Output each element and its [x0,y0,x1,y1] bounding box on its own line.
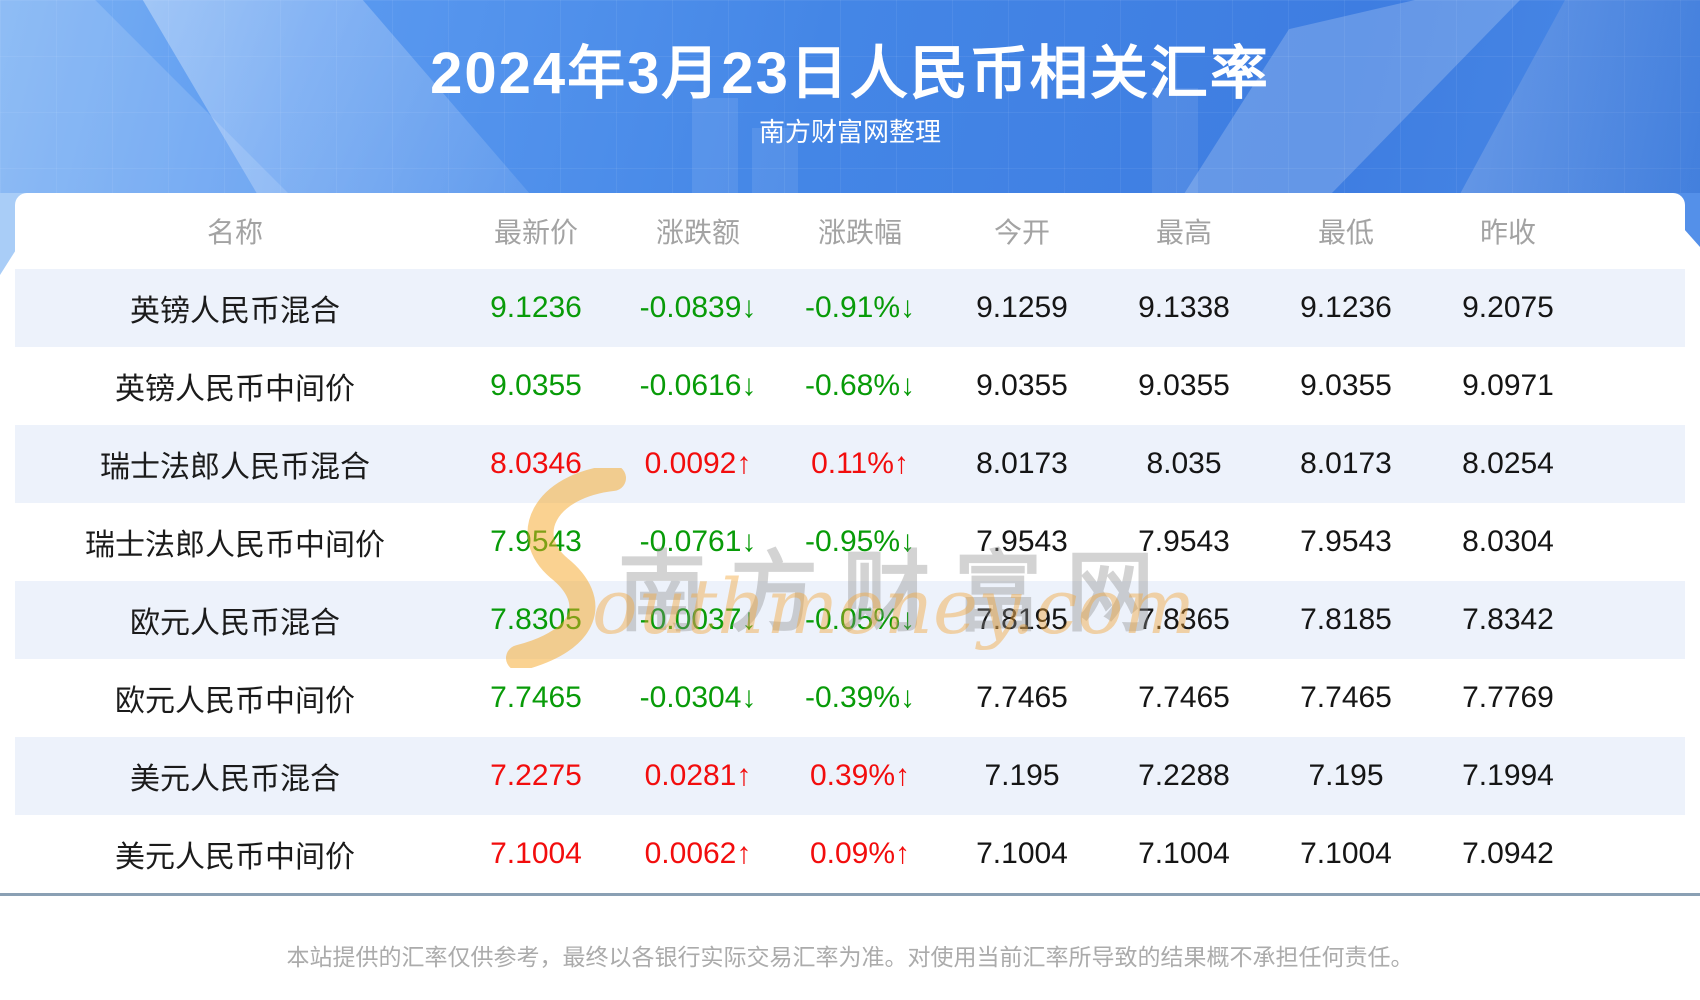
cell-pct: 0.11%↑ [811,447,909,480]
column-header: 最低 [1317,217,1374,248]
cell-high: 8.035 [1146,447,1222,480]
cell-name: 美元人民币混合 [130,763,340,796]
cell-pct: -0.05%↓ [804,603,916,636]
column-header: 今开 [993,217,1050,248]
cell-low: 7.8185 [1300,603,1392,636]
cell-change: 0.0062↑ [644,837,752,870]
cell-low: 7.7465 [1300,681,1392,714]
cell-pct: 0.39%↑ [809,759,911,792]
cell-pct: 0.09%↑ [809,837,911,870]
cell-change: 0.0092↑ [644,447,752,480]
cell-high: 7.1004 [1138,837,1230,870]
cell-open: 9.0355 [976,369,1068,402]
cell-low: 8.0173 [1300,447,1392,480]
cell-name: 美元人民币中间价 [115,841,355,874]
cell-low: 7.9543 [1300,525,1392,558]
cell-prev: 8.0304 [1462,525,1554,558]
cell-prev: 7.8342 [1462,603,1554,636]
column-header: 最新价 [493,217,578,248]
banner-candlestick-bar [752,128,798,194]
cell-open: 7.7465 [976,681,1068,714]
cell-change: -0.0761↓ [639,525,757,558]
column-header: 涨跌额 [655,217,740,248]
page-subtitle: 南方财富网整理 [758,117,941,147]
cell-pct: -0.39%↓ [804,681,916,714]
rates-table-card: 名称 最新价 涨跌额 涨跌幅 今开 最高 最低 昨收 英镑人民币混合 9.1236 -0.0839… [15,193,1685,894]
cell-change: -0.0304↓ [639,681,757,714]
cell-high: 9.0355 [1138,369,1230,402]
cell-name: 瑞士法郎人民币混合 [100,451,370,484]
cell-high: 7.7465 [1138,681,1230,714]
cell-name: 瑞士法郎人民币中间价 [85,529,385,562]
cell-change: 0.0281↑ [644,759,752,792]
cell-prev: 9.0971 [1462,369,1554,402]
cell-pct: -0.95%↓ [804,525,916,558]
cell-open: 7.195 [984,759,1060,792]
cell-last: 9.0355 [490,369,582,402]
cell-last: 7.2275 [490,759,582,792]
footer-divider [0,893,1700,896]
cell-last: 9.1236 [490,291,582,324]
disclaimer-text: 本站提供的汇率仅供参考，最终以各银行实际交易汇率为准。对使用当前汇率所导致的结果… [286,944,1414,970]
cell-name: 欧元人民币混合 [130,607,340,640]
cell-last: 7.8305 [490,603,582,636]
cell-open: 9.1259 [976,291,1068,324]
cell-prev: 7.0942 [1462,837,1554,870]
cell-prev: 9.2075 [1462,291,1554,324]
table-row: 英镑人民币中间价 9.0355 -0.0616↓ -0.68%↓ 9.0355 9.035… [15,347,1685,425]
cell-pct: -0.68%↓ [804,369,916,402]
table-row: 瑞士法郎人民币混合 8.0346 0.0092↑ 0.11%↑ 8.0173 8.035 8… [15,425,1685,503]
table-row: 欧元人民币中间价 7.7465 -0.0304↓ -0.39%↓ 7.7465 7.746… [15,659,1685,737]
column-header: 涨跌幅 [817,217,902,248]
cell-prev: 7.7769 [1462,681,1554,714]
table-row: 英镑人民币混合 9.1236 -0.0839↓ -0.91%↓ 9.1259 9.1338… [15,269,1685,347]
cell-change: -0.0616↓ [639,369,757,402]
table-row: 美元人民币中间价 7.1004 0.0062↑ 0.09%↑ 7.1004 7.1004 7… [15,815,1685,893]
cell-name: 英镑人民币中间价 [115,373,355,406]
cell-last: 7.7465 [490,681,582,714]
table-row: 瑞士法郎人民币中间价 7.9543 -0.0761↓ -0.95%↓ 7.9543 7.9… [15,503,1685,581]
banner-grid-pattern [0,0,1700,194]
cell-last: 8.0346 [490,447,582,480]
cell-low: 9.1236 [1300,291,1392,324]
table-row: 欧元人民币混合 7.8305 -0.0037↓ -0.05%↓ 7.8195 7.8365… [15,581,1685,659]
page-title: 2024年3月23日人民币相关汇率 [430,41,1270,106]
cell-low: 9.0355 [1300,369,1392,402]
cell-name: 英镑人民币混合 [130,295,340,328]
cell-prev: 8.0254 [1462,447,1554,480]
cell-low: 7.195 [1308,759,1384,792]
cell-open: 7.1004 [976,837,1068,870]
cell-high: 7.9543 [1138,525,1230,558]
cell-change: -0.0037↓ [639,603,757,636]
cell-pct: -0.91%↓ [804,291,916,324]
banner-candlestick-bar [692,98,738,194]
cell-high: 9.1338 [1138,291,1230,324]
cell-high: 7.2288 [1138,759,1230,792]
cell-prev: 7.1994 [1462,759,1554,792]
cell-open: 8.0173 [976,447,1068,480]
cell-low: 7.1004 [1300,837,1392,870]
cell-open: 7.9543 [976,525,1068,558]
cell-last: 7.1004 [490,837,582,870]
cell-last: 7.9543 [490,525,582,558]
cell-name: 欧元人民币中间价 [115,685,355,718]
banner [0,0,1700,194]
column-header: 昨收 [1479,217,1536,248]
table-body: 英镑人民币混合 9.1236 -0.0839↓ -0.91%↓ 9.1259 9.1338… [15,269,1685,893]
cell-high: 7.8365 [1138,603,1230,636]
table-header-row: 名称 最新价 涨跌额 涨跌幅 今开 最高 最低 昨收 [15,193,1685,269]
cell-change: -0.0839↓ [639,291,757,324]
column-header: 名称 [206,217,263,248]
table-row: 美元人民币混合 7.2275 0.0281↑ 0.39%↑ 7.195 7.2288 7.1… [15,737,1685,815]
cell-open: 7.8195 [976,603,1068,636]
banner-candlestick-bar [1152,88,1198,194]
column-header: 最高 [1155,217,1212,248]
